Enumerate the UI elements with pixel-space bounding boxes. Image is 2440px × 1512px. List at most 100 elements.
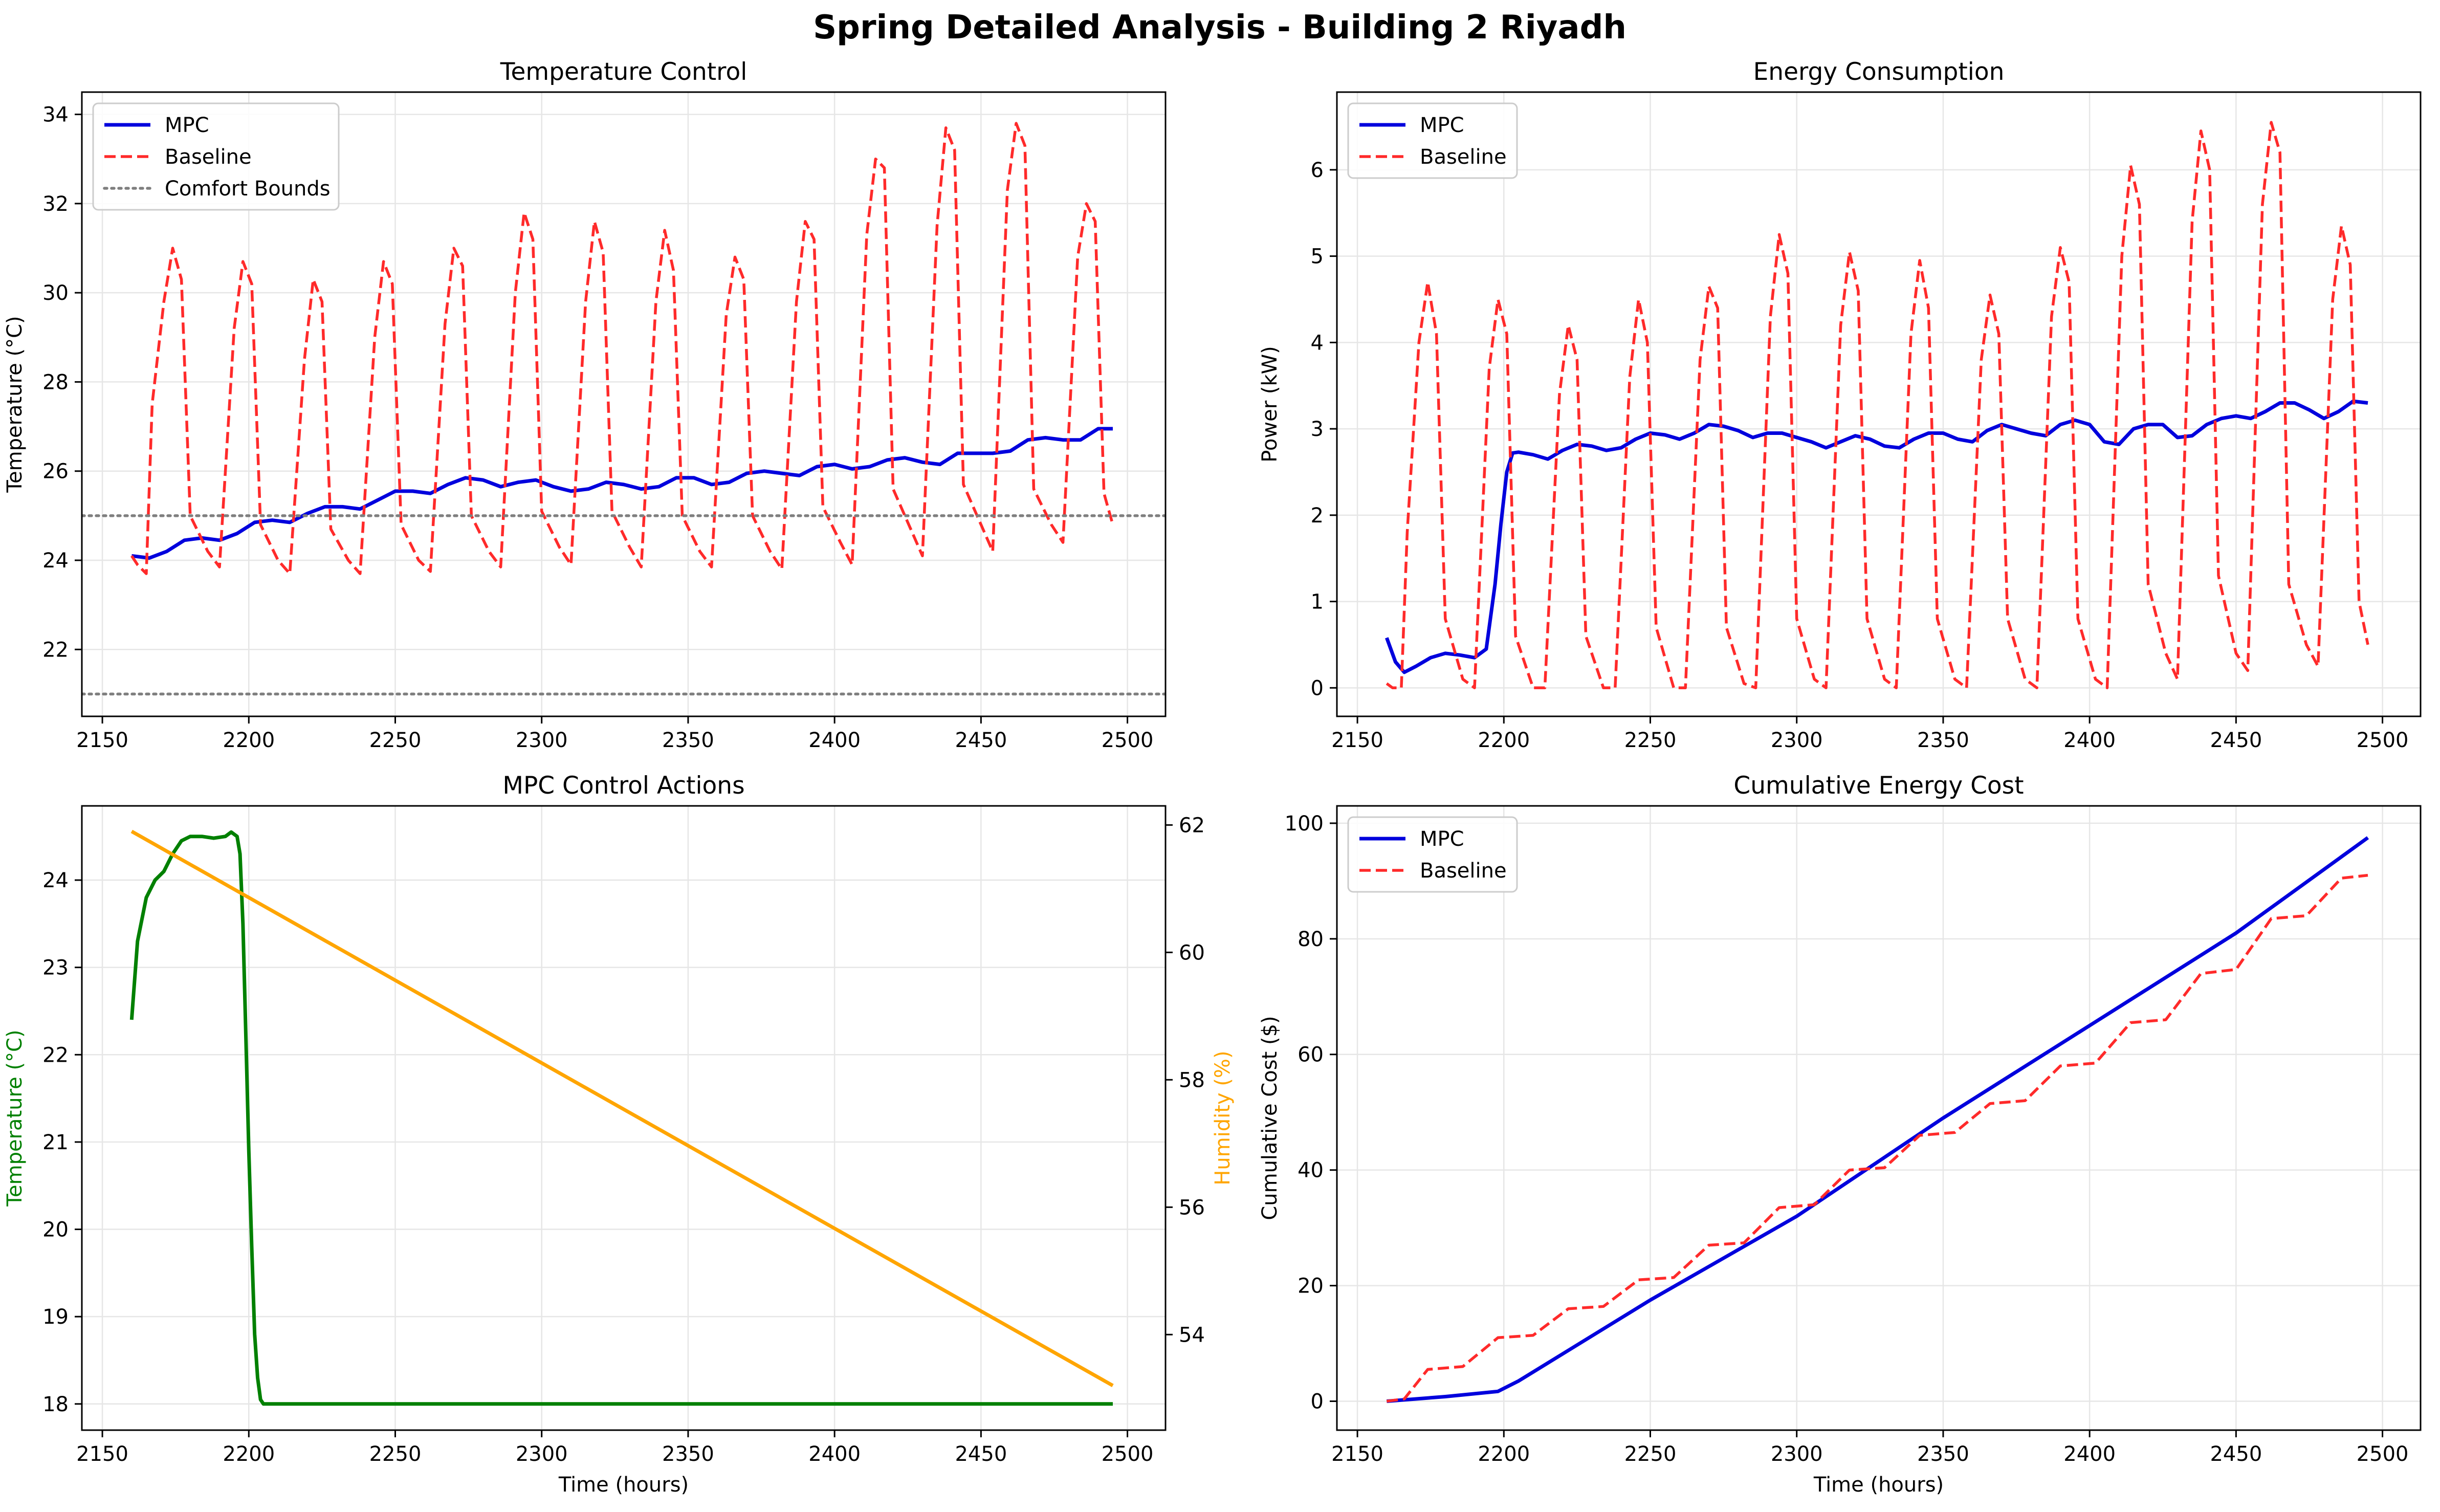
y-tick-label: 18 bbox=[42, 1393, 69, 1416]
y-tick-label: 60 bbox=[1298, 1043, 1324, 1067]
y-tick-label: 34 bbox=[42, 103, 69, 127]
panel-title: Cumulative Energy Cost bbox=[1733, 772, 2024, 800]
y-tick-label: 24 bbox=[42, 869, 69, 892]
baseline-series-line bbox=[130, 122, 1114, 575]
x-tick-label: 2350 bbox=[1917, 729, 1969, 752]
y-tick-label: 20 bbox=[42, 1218, 69, 1242]
x-tick-label: 2150 bbox=[1331, 1442, 1383, 1466]
mpc-series-line bbox=[1387, 836, 2369, 1403]
x-tick-label: 2450 bbox=[955, 729, 1007, 752]
baseline-series-line bbox=[1386, 873, 2368, 1403]
y-right-tick-label: 58 bbox=[1179, 1068, 1205, 1092]
x-tick-label: 2150 bbox=[1331, 729, 1383, 752]
legend-label: Comfort Bounds bbox=[165, 177, 331, 201]
legend-label: MPC bbox=[1420, 114, 1464, 137]
x-tick-label: 2250 bbox=[1624, 1442, 1677, 1466]
cumulative-energy-cost-panel: 2150 2200 2250 2300 2350 2400 2450 2500 0 20 40 60 8… bbox=[1258, 772, 2422, 1497]
y-tick-label: 0 bbox=[1311, 1390, 1324, 1414]
series-group bbox=[129, 829, 1114, 1406]
y-right-tick-label: 56 bbox=[1179, 1196, 1205, 1219]
y-right-axis-label: Humidity (%) bbox=[1211, 1050, 1235, 1185]
y-tick-label: 22 bbox=[42, 638, 69, 662]
x-axis-label: Time (hours) bbox=[1813, 1473, 1944, 1497]
panel-title: Energy Consumption bbox=[1753, 58, 2005, 86]
x-tick-label: 2450 bbox=[955, 1442, 1007, 1466]
plot-frame bbox=[81, 91, 1167, 717]
y-axis-label: Power (kW) bbox=[1258, 346, 1282, 463]
y-tick-label: 100 bbox=[1285, 812, 1324, 836]
y-tick-label: 3 bbox=[1311, 418, 1324, 441]
x-tick-label: 2400 bbox=[808, 729, 861, 752]
y-tick-label: 6 bbox=[1311, 159, 1324, 182]
x-tick-label: 2450 bbox=[2210, 1442, 2262, 1466]
plot-frame bbox=[1336, 805, 2422, 1431]
y-right-tick-label: 62 bbox=[1179, 814, 1205, 837]
x-tick-label: 2400 bbox=[808, 1442, 861, 1466]
series-group bbox=[1386, 836, 2369, 1403]
y-tick-label: 4 bbox=[1311, 331, 1324, 355]
plot-frame bbox=[1336, 91, 2422, 717]
y-tick-label: 2 bbox=[1311, 504, 1324, 528]
y-tick-label: 19 bbox=[42, 1305, 69, 1329]
x-tick-label: 2150 bbox=[76, 1442, 128, 1466]
x-tick-label: 2400 bbox=[2063, 729, 2116, 752]
x-tick-label: 2250 bbox=[1624, 729, 1677, 752]
x-tick-label: 2500 bbox=[2357, 1442, 2409, 1466]
legend-label: MPC bbox=[165, 114, 209, 137]
figure-title: Spring Detailed Analysis - Building 2 Ri… bbox=[813, 9, 1626, 47]
x-tick-label: 2250 bbox=[369, 1442, 422, 1466]
x-tick-label: 2500 bbox=[2357, 729, 2409, 752]
x-tick-label: 2200 bbox=[1478, 1442, 1530, 1466]
x-tick-label: 2500 bbox=[1102, 729, 1154, 752]
legend-label: Baseline bbox=[1420, 859, 1507, 883]
y-tick-label: 40 bbox=[1298, 1159, 1324, 1182]
x-tick-label: 2300 bbox=[516, 1442, 568, 1466]
legend-box bbox=[1347, 102, 1518, 179]
x-tick-label: 2200 bbox=[1478, 729, 1530, 752]
y-right-tick-label: 54 bbox=[1179, 1323, 1205, 1347]
temperature-control-panel: 2150 2200 2250 2300 2350 2400 2450 2500 22 24 26 28… bbox=[3, 58, 1167, 752]
x-tick-label: 2500 bbox=[1102, 1442, 1154, 1466]
y-tick-label: 32 bbox=[42, 192, 69, 216]
y-tick-label: 20 bbox=[1298, 1275, 1324, 1298]
y-tick-label: 1 bbox=[1311, 590, 1324, 614]
y-tick-label: 30 bbox=[42, 281, 69, 305]
legend-label: MPC bbox=[1420, 827, 1464, 851]
x-tick-label: 2450 bbox=[2210, 729, 2262, 752]
legend-label: Baseline bbox=[165, 145, 252, 169]
x-tick-label: 2250 bbox=[369, 729, 422, 752]
legend-box bbox=[1347, 816, 1518, 893]
legend-label: Baseline bbox=[1420, 145, 1507, 169]
x-axis-label: Time (hours) bbox=[558, 1473, 689, 1497]
series-group bbox=[1385, 121, 2369, 690]
chart-panels: 2150 2200 2250 2300 2350 2400 2450 250022242628… bbox=[3, 58, 2422, 1497]
y-tick-label: 5 bbox=[1311, 245, 1324, 269]
x-tick-label: 2350 bbox=[662, 729, 714, 752]
mpc-control-actions-panel: 2150 2200 2250 2300 2350 2400 2450 2500 18 19 20 21… bbox=[3, 772, 1235, 1497]
y-tick-label: 28 bbox=[42, 370, 69, 394]
x-tick-label: 2200 bbox=[223, 1442, 275, 1466]
plot-frame bbox=[81, 805, 1167, 1431]
humidity-series-line bbox=[130, 829, 1114, 1387]
panel-title: Temperature Control bbox=[500, 58, 748, 86]
x-tick-label: 2300 bbox=[1771, 1442, 1823, 1466]
legend-box bbox=[92, 102, 340, 211]
x-tick-label: 2300 bbox=[516, 729, 568, 752]
y-tick-label: 22 bbox=[42, 1043, 69, 1067]
x-tick-label: 2200 bbox=[223, 729, 275, 752]
legend: MPC Baseline bbox=[1347, 816, 1518, 893]
y-tick-label: 80 bbox=[1298, 928, 1324, 951]
x-tick-label: 2300 bbox=[1771, 729, 1823, 752]
y-tick-label: 21 bbox=[42, 1131, 69, 1154]
mpc-series-line bbox=[131, 427, 1113, 560]
y-tick-label: 0 bbox=[1311, 676, 1324, 700]
x-tick-label: 2400 bbox=[2063, 1442, 2116, 1466]
y-tick-label: 26 bbox=[42, 460, 69, 484]
x-tick-label: 2350 bbox=[662, 1442, 714, 1466]
temperature-series-line bbox=[129, 830, 1113, 1406]
legend: MPC Baseline bbox=[1347, 102, 1518, 179]
legend: MPC Baseline Comfort Bounds bbox=[92, 102, 340, 211]
x-tick-label: 2350 bbox=[1917, 1442, 1969, 1466]
